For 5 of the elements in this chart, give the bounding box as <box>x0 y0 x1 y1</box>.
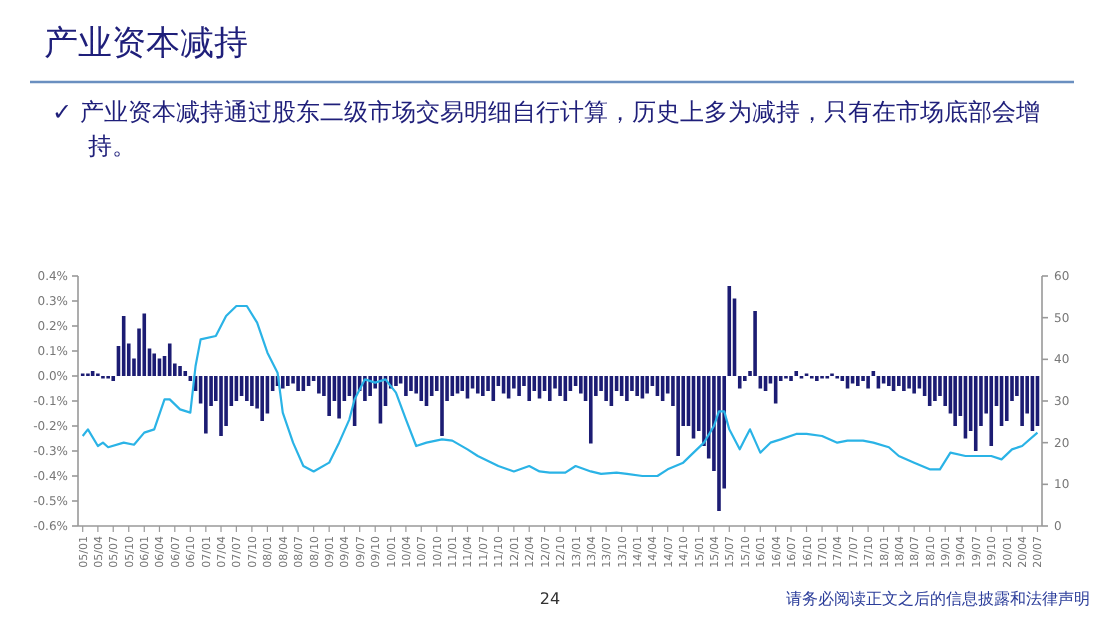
text: 请务必阅读正文之后的信息披露和法律声明 <box>786 590 1090 608</box>
chart-subtitle: ✓ 产业资本减持通过股东二级市场交易明细自行计算，历史上多为减持，只有在市场底部会增持。 <box>52 98 1040 160</box>
chart-title: 产业资本减持 <box>44 24 248 64</box>
line-series <box>81 304 1039 478</box>
text: 24 <box>539 590 561 608</box>
